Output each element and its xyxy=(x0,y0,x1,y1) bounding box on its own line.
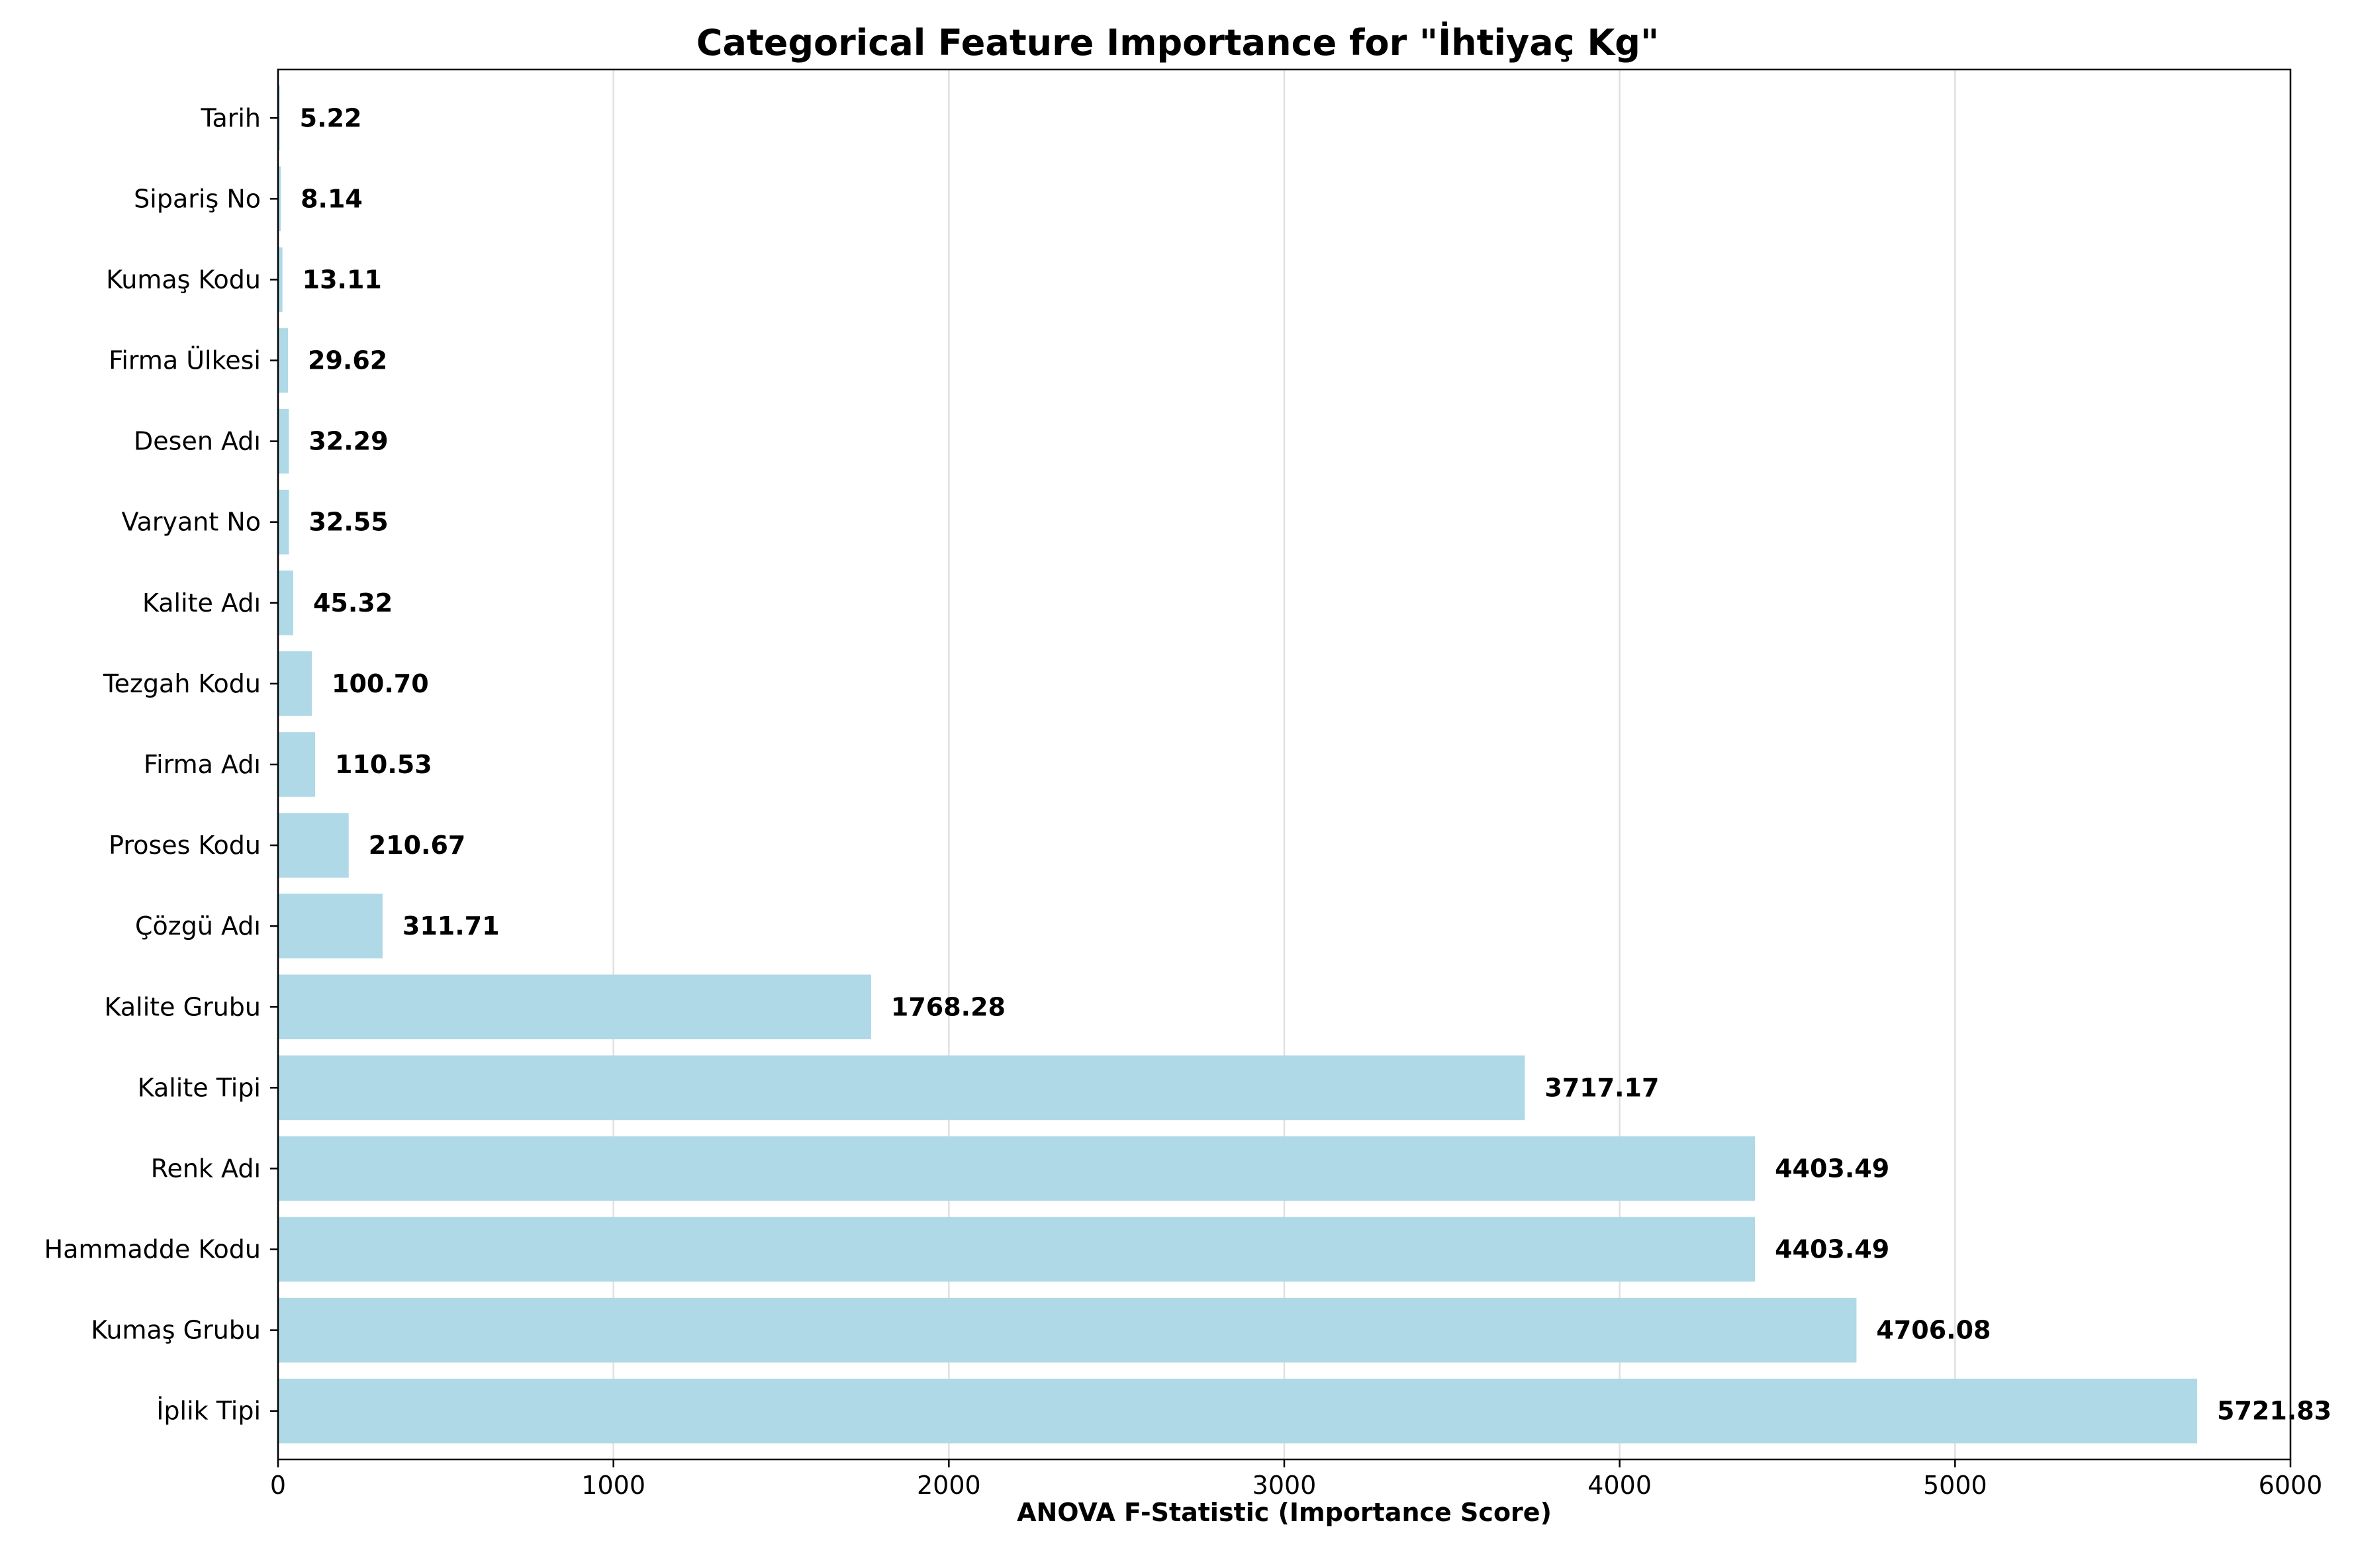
bar xyxy=(278,974,871,1040)
y-tick-label: Renk Adı xyxy=(151,1154,261,1183)
value-label: 5.22 xyxy=(300,103,362,132)
value-label: 3717.17 xyxy=(1544,1073,1659,1102)
x-axis-label: ANOVA F-Statistic (Importance Score) xyxy=(1017,1498,1552,1527)
bar xyxy=(278,894,383,959)
y-tick-label: Çözgü Adı xyxy=(135,911,261,941)
bar xyxy=(278,732,316,797)
x-tick-label: 0 xyxy=(270,1471,286,1500)
y-axis: İplik Tipi Kumaş Grubu Hammadde Kodu Renk A… xyxy=(44,103,278,1426)
x-tick-label: 3000 xyxy=(1252,1471,1317,1500)
value-label: 311.71 xyxy=(402,911,500,941)
value-label: 210.67 xyxy=(369,831,466,860)
value-label: 4403.49 xyxy=(1775,1154,1889,1183)
bar xyxy=(278,489,289,555)
bar xyxy=(278,166,281,232)
y-tick-label: Firma Ülkesi xyxy=(109,346,261,375)
value-label: 13.11 xyxy=(303,265,382,294)
y-tick-label: Kumaş Kodu xyxy=(106,265,261,294)
chart-title: Categorical Feature Importance for "İhti… xyxy=(696,22,1659,64)
bar xyxy=(278,651,312,716)
y-tick-label: Kalite Adı xyxy=(142,588,261,618)
y-tick-label: Proses Kodu xyxy=(109,831,261,860)
y-tick-label: Firma Adı xyxy=(144,750,261,779)
bar xyxy=(278,570,293,635)
y-tick-label: Sipariş No xyxy=(134,184,261,213)
y-tick-label: Kalite Tipi xyxy=(138,1073,261,1102)
value-label: 1768.28 xyxy=(891,992,1006,1021)
bar xyxy=(278,247,283,312)
bar xyxy=(278,1136,1756,1201)
bar xyxy=(278,1378,2198,1444)
y-tick-label: Kalite Grubu xyxy=(105,992,261,1021)
value-label: 4706.08 xyxy=(1876,1316,1991,1345)
x-tick-label: 4000 xyxy=(1587,1471,1652,1500)
value-label: 32.29 xyxy=(308,427,388,456)
value-label: 4403.49 xyxy=(1775,1235,1889,1264)
value-label: 5721.83 xyxy=(2217,1397,2332,1426)
bar xyxy=(278,1055,1525,1121)
value-label: 100.70 xyxy=(332,669,429,698)
y-tick-label: Tezgah Kodu xyxy=(103,669,261,698)
bars xyxy=(278,85,2198,1444)
y-tick-label: Desen Adı xyxy=(134,427,261,456)
bar xyxy=(278,1297,1857,1363)
bar xyxy=(278,85,280,151)
value-label: 32.55 xyxy=(308,508,388,537)
value-label: 45.32 xyxy=(313,588,393,618)
value-label: 8.14 xyxy=(301,184,363,213)
value-label: 29.62 xyxy=(308,346,387,375)
y-tick-label: Hammadde Kodu xyxy=(44,1235,261,1264)
x-tick-label: 5000 xyxy=(1923,1471,1987,1500)
y-tick-label: Varyant No xyxy=(122,508,261,537)
y-tick-label: Kumaş Grubu xyxy=(91,1316,261,1345)
bar xyxy=(278,1217,1756,1282)
y-tick-label: İplik Tipi xyxy=(156,1397,261,1426)
y-tick-label: Tarih xyxy=(201,103,261,132)
bar xyxy=(278,813,349,878)
value-label: 110.53 xyxy=(335,750,432,779)
x-tick-label: 6000 xyxy=(2259,1471,2323,1500)
value-labels: 5721.83 4706.08 4403.49 4403.49 3717.17 1768.… xyxy=(300,103,2332,1425)
bar xyxy=(278,408,289,474)
x-tick-label: 2000 xyxy=(917,1471,981,1500)
x-axis: 0 1000 2000 3000 4000 5000 6000 xyxy=(270,1459,2322,1500)
x-tick-label: 1000 xyxy=(581,1471,645,1500)
bar xyxy=(278,328,289,393)
